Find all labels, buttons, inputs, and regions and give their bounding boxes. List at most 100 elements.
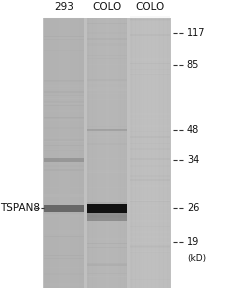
Bar bbox=[123, 18, 125, 288]
Bar bbox=[130, 58, 170, 59]
Bar bbox=[87, 243, 127, 244]
Bar bbox=[130, 19, 170, 20]
Bar bbox=[44, 96, 84, 97]
Bar bbox=[44, 176, 84, 177]
Bar bbox=[167, 18, 169, 288]
Bar bbox=[44, 85, 84, 87]
Bar bbox=[51, 18, 53, 288]
Bar bbox=[87, 133, 127, 135]
Bar bbox=[130, 73, 170, 76]
Bar bbox=[159, 18, 161, 288]
Bar bbox=[87, 202, 127, 205]
Bar bbox=[119, 18, 121, 288]
Bar bbox=[137, 18, 138, 288]
Bar bbox=[87, 172, 127, 173]
Bar bbox=[130, 74, 170, 75]
Bar bbox=[44, 256, 84, 257]
Bar bbox=[44, 39, 84, 40]
Bar bbox=[130, 251, 170, 252]
Bar bbox=[103, 18, 105, 288]
Bar bbox=[44, 236, 84, 237]
Bar bbox=[87, 82, 127, 83]
Bar bbox=[87, 55, 127, 56]
Bar bbox=[44, 194, 84, 197]
Bar bbox=[130, 180, 170, 181]
Text: 34: 34 bbox=[187, 155, 199, 165]
Bar bbox=[130, 136, 170, 138]
Bar bbox=[130, 185, 170, 187]
Text: TSPAN8: TSPAN8 bbox=[0, 203, 40, 213]
Bar bbox=[87, 215, 127, 217]
Bar bbox=[130, 245, 170, 247]
Bar bbox=[87, 145, 127, 147]
Bar bbox=[130, 201, 170, 202]
Bar bbox=[44, 91, 84, 92]
Bar bbox=[130, 77, 170, 78]
Bar bbox=[44, 165, 84, 167]
Bar bbox=[100, 18, 102, 288]
Bar bbox=[87, 64, 127, 65]
Bar bbox=[44, 205, 84, 212]
Text: 26: 26 bbox=[187, 203, 199, 213]
Bar bbox=[110, 18, 111, 288]
Bar bbox=[90, 18, 91, 288]
Bar bbox=[130, 269, 170, 270]
Bar bbox=[43, 18, 171, 288]
Bar bbox=[130, 184, 170, 185]
Bar bbox=[87, 187, 127, 188]
Bar bbox=[87, 82, 127, 84]
Bar bbox=[120, 18, 122, 288]
Bar bbox=[161, 18, 162, 288]
Bar bbox=[83, 18, 84, 288]
Text: (kD): (kD) bbox=[187, 254, 206, 263]
Bar bbox=[155, 18, 157, 288]
Bar bbox=[104, 18, 106, 288]
Bar bbox=[52, 18, 54, 288]
Bar bbox=[95, 18, 97, 288]
Bar bbox=[78, 18, 79, 288]
Bar bbox=[76, 18, 78, 288]
Bar bbox=[130, 231, 170, 233]
Bar bbox=[44, 18, 46, 288]
Bar bbox=[68, 18, 70, 288]
Bar bbox=[44, 91, 84, 93]
Bar bbox=[130, 175, 170, 177]
Bar bbox=[118, 18, 119, 288]
Bar bbox=[44, 110, 84, 112]
Bar bbox=[133, 18, 134, 288]
Bar bbox=[130, 200, 170, 203]
Bar bbox=[47, 18, 49, 288]
Bar bbox=[50, 18, 51, 288]
Bar bbox=[44, 141, 84, 142]
Bar bbox=[87, 23, 127, 24]
Bar bbox=[130, 259, 170, 260]
Bar bbox=[130, 63, 170, 64]
Bar bbox=[130, 246, 170, 248]
Bar bbox=[44, 81, 84, 82]
Bar bbox=[98, 18, 99, 288]
Bar bbox=[112, 18, 114, 288]
Bar bbox=[130, 184, 170, 186]
Bar bbox=[94, 18, 95, 288]
Bar bbox=[135, 18, 137, 288]
Bar bbox=[165, 18, 166, 288]
Bar bbox=[130, 176, 170, 177]
Bar bbox=[111, 18, 113, 288]
Bar bbox=[87, 38, 127, 40]
Bar bbox=[130, 203, 170, 204]
Bar bbox=[44, 267, 84, 268]
Bar bbox=[126, 18, 127, 288]
Bar bbox=[87, 264, 127, 266]
Bar bbox=[87, 99, 127, 100]
Bar bbox=[107, 18, 109, 288]
Bar bbox=[87, 276, 127, 277]
Bar bbox=[87, 58, 127, 59]
Bar bbox=[141, 18, 142, 288]
Bar bbox=[87, 57, 127, 59]
Bar bbox=[157, 18, 158, 288]
Bar bbox=[82, 18, 83, 288]
Bar bbox=[87, 137, 127, 139]
Bar bbox=[130, 125, 170, 127]
Bar bbox=[87, 20, 127, 21]
Bar bbox=[163, 18, 165, 288]
